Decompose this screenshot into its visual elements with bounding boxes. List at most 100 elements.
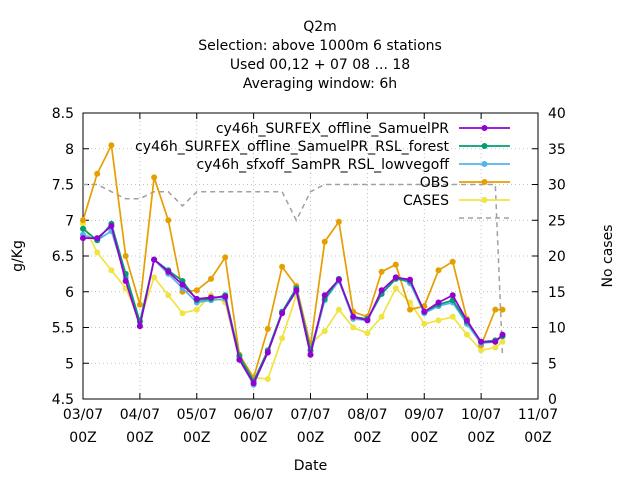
data-point	[165, 292, 172, 299]
legend-marker	[481, 125, 488, 131]
x-tick-label: 03/07	[63, 407, 103, 423]
x-tick-label: 07/07	[290, 407, 330, 423]
data-point	[499, 338, 506, 345]
x-tick-label: 00Z	[354, 430, 381, 446]
cases-series	[83, 183, 504, 357]
legend-label: cy46h_SURFEX_offline_SamuelPR_RSL_forest	[135, 139, 449, 155]
data-point	[499, 331, 506, 338]
legend-label: cy46h_sfxoff_SamPR_RSL_lowvegoff	[196, 157, 449, 173]
data-point	[378, 268, 385, 275]
chart-title-line: Used 00,12 + 07 08 ... 18	[230, 57, 410, 73]
data-point	[407, 306, 413, 313]
data-point	[179, 310, 186, 317]
data-point	[179, 281, 186, 288]
y-tick-labels: 4.5 5 5.5 6 6.5 7 7.5 8 8.5	[52, 106, 74, 408]
data-point	[193, 306, 200, 313]
y2-axis-label: No cases	[600, 225, 616, 288]
data-point	[136, 301, 143, 308]
y2-tick-labels: 0 5 10 15 20 25 30 35 40	[548, 106, 566, 408]
y-tick-label: 6	[65, 285, 74, 301]
x-tick-labels: 03/07 00Z 04/07 00Z 05/07 00Z 06/07 00Z 07/07 00Z…	[63, 407, 558, 446]
series-1	[80, 220, 506, 385]
data-point	[392, 285, 399, 292]
x-tick-label: 05/07	[177, 407, 217, 423]
chart-title-line: Q2m	[303, 19, 337, 35]
legend-marker	[481, 161, 488, 167]
data-point	[165, 217, 172, 224]
data-point	[279, 263, 286, 270]
y2-tick-label: 15	[548, 285, 566, 301]
data-point	[80, 235, 86, 242]
data-point	[122, 253, 129, 259]
data-point	[449, 258, 456, 265]
legend-marker	[481, 179, 488, 185]
x-tick-label: 00Z	[183, 430, 210, 446]
y-tick-label: 4.5	[52, 392, 74, 408]
series-0	[80, 223, 506, 387]
x-tick-label: 00Z	[467, 430, 494, 446]
y-tick-label: 8.5	[52, 106, 74, 122]
legend-label: CASES	[403, 193, 449, 209]
data-point	[492, 338, 499, 345]
y2-tick-label: 35	[548, 142, 566, 158]
data-point	[335, 306, 342, 313]
data-point	[193, 295, 200, 302]
y-tick-label: 5	[65, 356, 74, 372]
data-point	[499, 306, 506, 313]
y-axis-label: g/Kg	[10, 240, 26, 272]
data-point	[350, 313, 357, 320]
x-tick-label: 00Z	[297, 430, 324, 446]
y2-tick-label: 5	[548, 356, 557, 372]
data-point	[335, 276, 342, 283]
data-point	[492, 306, 499, 313]
data-point	[222, 293, 229, 300]
data-point	[421, 308, 428, 315]
y-tick-label: 6.5	[52, 249, 74, 265]
y-tick-label: 7.5	[52, 178, 74, 194]
data-point	[364, 317, 371, 324]
y2-tick-label: 0	[548, 392, 557, 408]
x-tick-label: 00Z	[69, 430, 96, 446]
data-point	[94, 235, 101, 242]
legend-label: cy46h_SURFEX_offline_SamuelPR	[216, 121, 449, 137]
data-point	[435, 267, 442, 274]
data-point	[94, 170, 101, 177]
data-point	[236, 356, 243, 363]
data-point	[108, 267, 115, 274]
data-point	[250, 380, 257, 387]
y2-tick-label: 40	[548, 106, 566, 122]
chart-title-line: Selection: above 1000m 6 stations	[198, 38, 442, 54]
y2-tick-label: 30	[548, 178, 566, 194]
data-point	[264, 349, 271, 356]
data-point	[151, 174, 158, 181]
x-tick-label: 08/07	[347, 407, 387, 423]
data-point	[108, 223, 115, 229]
data-point	[364, 330, 371, 337]
data-point	[122, 278, 129, 284]
data-point	[435, 299, 442, 306]
chart-title-line: Averaging window: 6h	[243, 76, 397, 92]
data-point	[463, 331, 470, 338]
data-point	[321, 328, 328, 335]
x-tick-label: 00Z	[411, 430, 438, 446]
data-point	[463, 317, 470, 324]
data-point	[208, 275, 214, 282]
data-point	[307, 351, 314, 358]
y2-tick-label: 10	[548, 321, 566, 337]
data-point	[279, 310, 286, 317]
data-point	[222, 254, 229, 261]
y-tick-label: 5.5	[52, 321, 74, 337]
x-tick-label: 06/07	[233, 407, 273, 423]
data-point	[80, 217, 86, 224]
data-point	[478, 347, 485, 354]
data-point	[80, 225, 86, 232]
y-tick-label: 7	[65, 213, 74, 229]
data-point	[378, 287, 385, 294]
legend: cy46h_SURFEX_offline_SamuelPR cy46h_SURFE…	[135, 121, 510, 219]
data-point	[435, 317, 442, 324]
data-point	[449, 292, 456, 299]
data-point	[165, 268, 172, 275]
y-tick-label: 8	[65, 142, 74, 158]
data-point	[449, 313, 456, 320]
data-point	[193, 287, 200, 294]
